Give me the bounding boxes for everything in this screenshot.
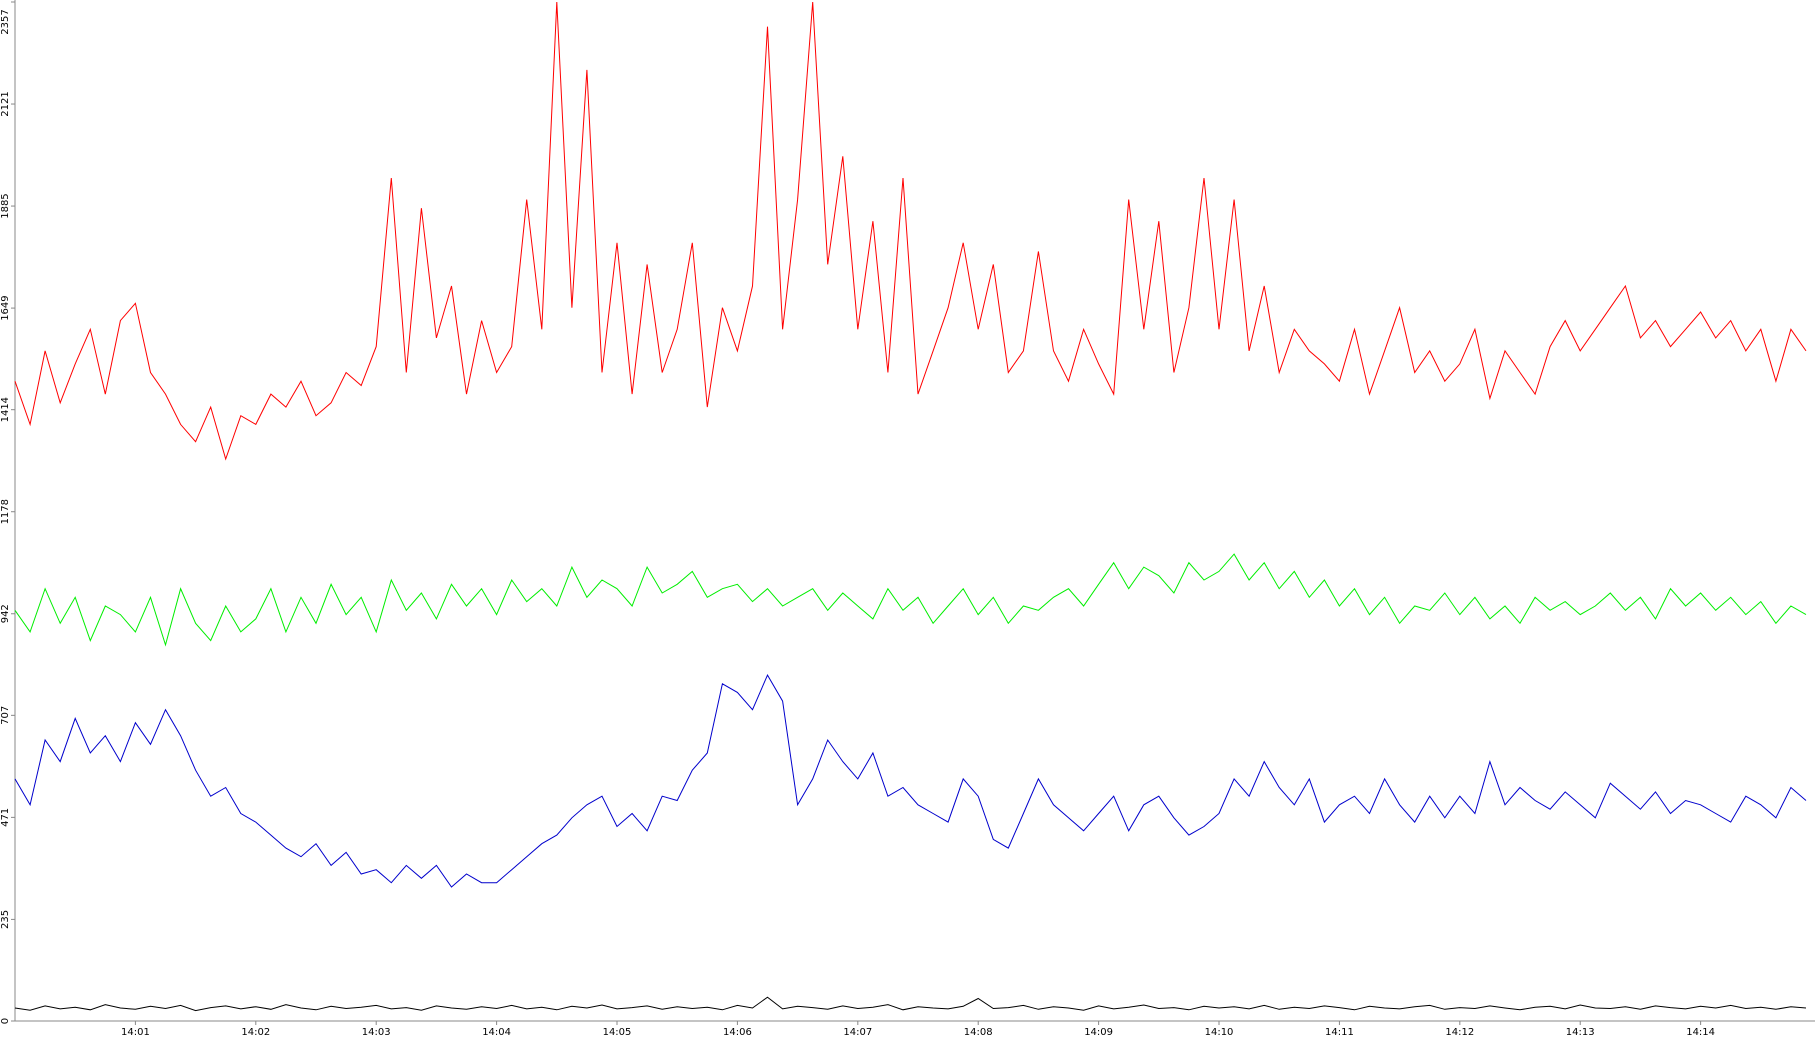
y-tick-label: 235 <box>0 910 11 929</box>
y-tick-label: 1649 <box>0 295 11 320</box>
x-tick-label: 14:06 <box>723 1027 752 1038</box>
x-tick-label: 14:07 <box>843 1027 872 1038</box>
y-tick-label: 2121 <box>0 91 11 116</box>
x-tick-label: 14:14 <box>1686 1027 1715 1038</box>
y-tick-label: 942 <box>0 604 11 623</box>
x-tick-label: 14:05 <box>603 1027 632 1038</box>
x-tick-label: 14:11 <box>1325 1027 1354 1038</box>
x-tick-label: 14:10 <box>1205 1027 1234 1038</box>
x-tick-label: 14:12 <box>1445 1027 1474 1038</box>
x-tick-label: 14:09 <box>1084 1027 1113 1038</box>
x-tick-label: 14:01 <box>121 1027 150 1038</box>
x-tick-label: 14:02 <box>241 1027 270 1038</box>
y-tick-label: 471 <box>0 808 11 827</box>
x-tick-label: 14:04 <box>482 1027 511 1038</box>
series-line <box>14 1 1807 461</box>
x-tick-label: 14:08 <box>964 1027 993 1038</box>
y-tick-label: 1178 <box>0 499 11 524</box>
y-tick-label: 1414 <box>0 397 11 422</box>
series-line <box>14 996 1807 1012</box>
y-tick-label: 707 <box>0 706 11 725</box>
y-tick-label: 0 <box>0 1018 11 1024</box>
x-tick-label: 14:03 <box>362 1027 391 1038</box>
y-tick-label: 2357 <box>0 9 11 34</box>
y-tick-label: 1885 <box>0 193 11 218</box>
series-line <box>14 553 1807 647</box>
x-tick-label: 14:13 <box>1566 1027 1595 1038</box>
series-line <box>14 673 1807 888</box>
